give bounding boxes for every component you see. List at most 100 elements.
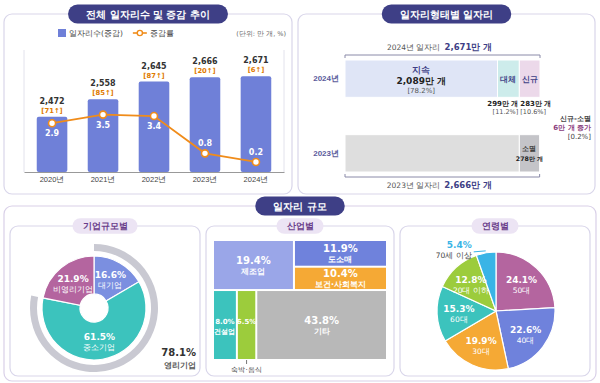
panel bbox=[298, 14, 595, 194]
value-label: 299만 개 bbox=[487, 100, 518, 108]
plot-area bbox=[345, 60, 540, 172]
marker bbox=[201, 150, 208, 157]
change-label: [71↑] bbox=[41, 107, 62, 115]
bar-segment bbox=[519, 60, 540, 97]
title: 연령별 bbox=[482, 221, 509, 231]
slice bbox=[496, 252, 555, 311]
panel bbox=[206, 226, 394, 376]
share-label: [11.2%] bbox=[493, 108, 519, 116]
bar-segment bbox=[519, 135, 539, 172]
line-label: 0.8 bbox=[198, 139, 213, 148]
y-axis: 2024년 2023년 bbox=[313, 74, 339, 158]
value-label: 61.5% bbox=[84, 332, 115, 342]
x-axis: 2020년2021년2022년2023년2024년 bbox=[25, 173, 285, 185]
title-pill: 기업규모별 bbox=[73, 218, 138, 234]
value-label: 10.4% bbox=[323, 268, 358, 279]
legend-swatch bbox=[137, 30, 142, 35]
category-label: 40대 bbox=[517, 336, 535, 345]
value-label: 283만 개 bbox=[520, 100, 551, 108]
segment-name: 신규 bbox=[522, 75, 538, 84]
value-label: 19.9% bbox=[465, 336, 496, 346]
total-bracket bbox=[345, 174, 540, 177]
bar bbox=[88, 99, 119, 172]
line-label: 0.2 bbox=[249, 148, 263, 157]
value-label: 21.9% bbox=[57, 273, 88, 283]
value-label: 6.5% bbox=[237, 318, 256, 326]
share-label: [78.2%] bbox=[407, 87, 435, 95]
line-label: 3.5 bbox=[96, 121, 111, 130]
bar bbox=[139, 82, 170, 172]
segment-name: 소멸 bbox=[522, 145, 536, 153]
marker bbox=[49, 120, 56, 127]
subtitle: (단위: 만 개, %) bbox=[236, 30, 286, 38]
panel bbox=[10, 226, 200, 376]
bar-segment bbox=[498, 60, 520, 97]
category-label: 대기업 bbox=[98, 281, 122, 290]
cell bbox=[214, 291, 236, 359]
cell bbox=[295, 268, 386, 289]
tick-label: 2023년 bbox=[193, 175, 218, 184]
tick-label: 2022년 bbox=[142, 175, 167, 184]
pie: 24.1%50대22.6%40대19.9%30대15.3%60대12.8%20대… bbox=[436, 240, 555, 370]
value-label: 2,671 bbox=[243, 56, 269, 65]
title: 일자리 규모 bbox=[273, 201, 326, 212]
title-pill: 산업별 bbox=[277, 218, 324, 234]
legend-label: 일자리수(증감) bbox=[69, 29, 123, 38]
value-label: 19.4% bbox=[236, 255, 271, 266]
value-label: 2,089만 개 bbox=[396, 76, 446, 86]
bar bbox=[190, 77, 221, 172]
value-label: 43.8% bbox=[304, 315, 339, 326]
value-label: 22.6% bbox=[510, 325, 541, 335]
value-label: 2,558 bbox=[90, 79, 116, 88]
cell bbox=[295, 241, 386, 266]
total-value: 2,666만 개 bbox=[444, 180, 492, 190]
pill-bg bbox=[255, 197, 344, 216]
category-label: 중소기업 bbox=[83, 343, 115, 352]
plot-area bbox=[37, 76, 272, 172]
cell bbox=[214, 241, 293, 289]
value-label: 2,645 bbox=[141, 62, 167, 71]
title: 일자리형태별 일자리 bbox=[400, 9, 493, 20]
line bbox=[52, 115, 256, 162]
tick: 2024년 bbox=[313, 74, 339, 83]
tick: 2023년 bbox=[313, 149, 339, 158]
share-label: [10.6%] bbox=[520, 108, 546, 116]
category-label: 도소매 bbox=[328, 255, 352, 264]
bar bbox=[241, 76, 272, 172]
axis-line bbox=[25, 172, 285, 173]
category-label: 기타 bbox=[314, 327, 330, 336]
total-bracket bbox=[345, 55, 540, 58]
change-label: [87↑] bbox=[143, 72, 164, 80]
line-label: 3.4 bbox=[147, 122, 162, 131]
tick-label: 2024년 bbox=[244, 175, 269, 184]
panel bbox=[400, 226, 590, 376]
segment-name: 대체 bbox=[500, 75, 516, 84]
line-label: 2.9 bbox=[45, 129, 60, 138]
title-pill: 전체 일자리수 및 증감 추이 bbox=[68, 5, 228, 24]
value-label: 278만 개 bbox=[516, 155, 543, 162]
tick: 2024년 bbox=[244, 175, 269, 184]
leader-line bbox=[474, 251, 486, 252]
pill-bg bbox=[73, 218, 138, 234]
marker bbox=[252, 158, 259, 165]
bar-segment bbox=[345, 60, 498, 97]
change-label: [20↑] bbox=[194, 67, 215, 75]
title-pill: 일자리 규모 bbox=[255, 197, 344, 216]
infographic: 2,472[71↑]2,558[85↑]2,645[87↑]2,666[20↑]… bbox=[0, 0, 600, 383]
note: 신규-소멸 bbox=[560, 115, 591, 123]
value-label: 2,472 bbox=[39, 97, 64, 106]
note: 6만 개 증가 bbox=[553, 124, 591, 132]
category-label: 건설업 bbox=[214, 328, 235, 336]
value-label: 2,666 bbox=[192, 57, 218, 66]
slice bbox=[43, 256, 94, 305]
bar-segment bbox=[345, 135, 519, 172]
panel bbox=[4, 206, 596, 381]
title-pill: 일자리형태별 일자리 bbox=[382, 5, 511, 24]
value-label: 5.4% bbox=[447, 240, 472, 250]
value-label: 15.3% bbox=[443, 304, 474, 314]
tick-label: 2024년 bbox=[313, 74, 339, 83]
value-label: 12.8% bbox=[455, 275, 486, 285]
value-label: 8.0% bbox=[215, 318, 234, 326]
marker bbox=[151, 113, 158, 120]
category-label: 30대 bbox=[472, 347, 490, 356]
